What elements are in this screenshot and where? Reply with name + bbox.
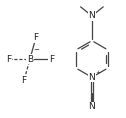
Text: F: F — [49, 55, 54, 63]
Text: −: − — [34, 47, 39, 53]
Text: N: N — [89, 73, 95, 82]
Text: F: F — [22, 76, 27, 85]
Text: N: N — [89, 11, 95, 20]
Text: N: N — [89, 102, 95, 111]
Text: F: F — [6, 55, 11, 63]
Text: +: + — [95, 70, 100, 75]
Text: F: F — [33, 33, 38, 42]
Text: B: B — [27, 55, 33, 63]
